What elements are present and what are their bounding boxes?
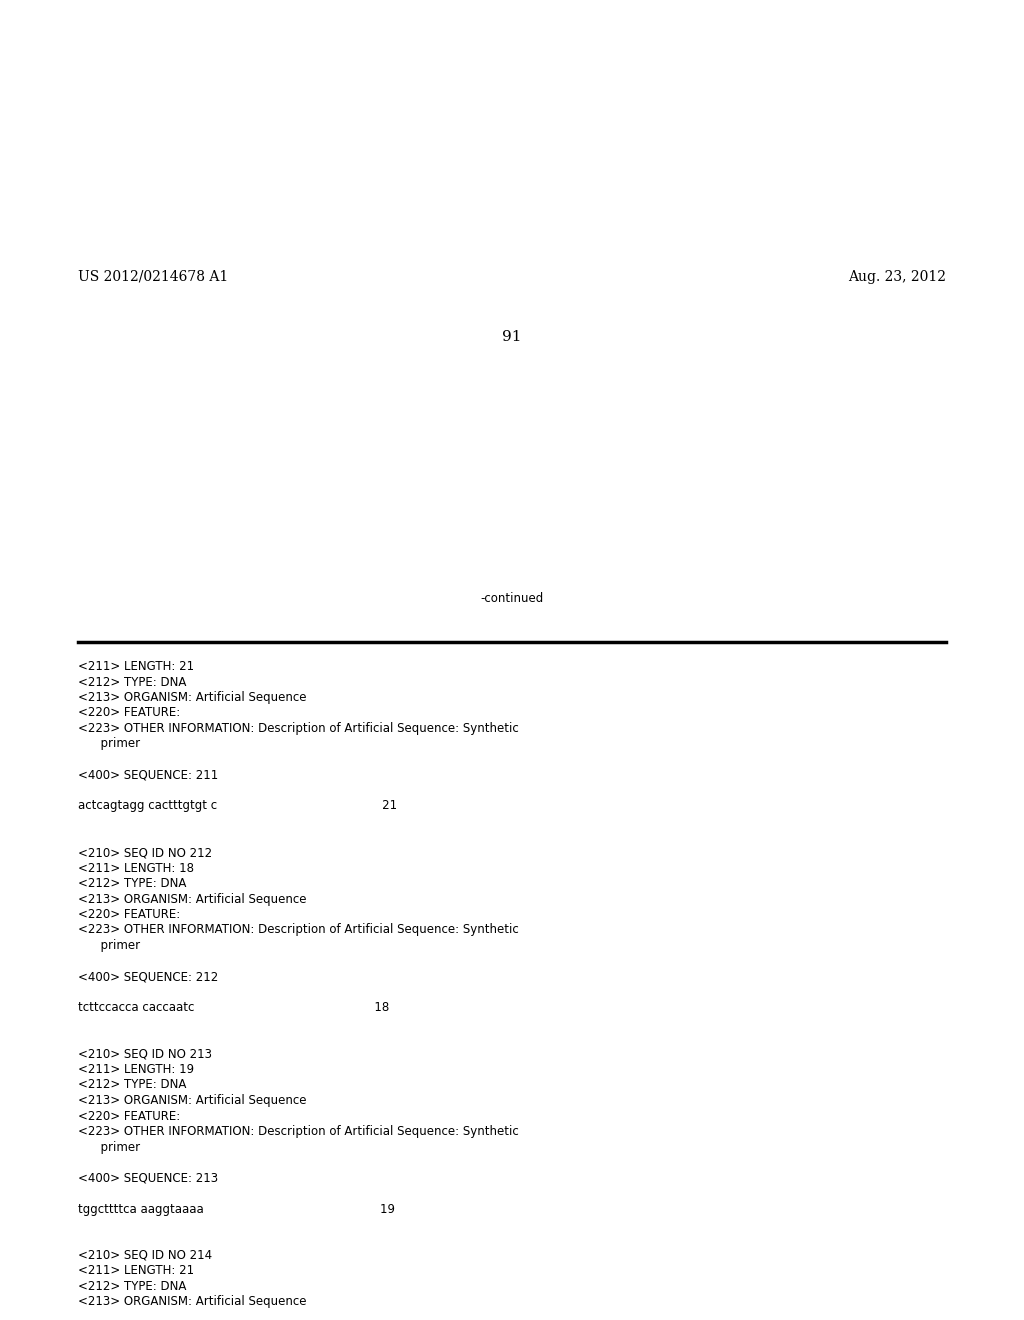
Text: <213> ORGANISM: Artificial Sequence: <213> ORGANISM: Artificial Sequence bbox=[78, 1295, 306, 1308]
Text: primer: primer bbox=[78, 939, 140, 952]
Text: <220> FEATURE:: <220> FEATURE: bbox=[78, 706, 180, 719]
Text: <223> OTHER INFORMATION: Description of Artificial Sequence: Synthetic: <223> OTHER INFORMATION: Description of … bbox=[78, 722, 519, 735]
Text: <212> TYPE: DNA: <212> TYPE: DNA bbox=[78, 1280, 186, 1294]
Text: <211> LENGTH: 18: <211> LENGTH: 18 bbox=[78, 862, 194, 874]
Text: <213> ORGANISM: Artificial Sequence: <213> ORGANISM: Artificial Sequence bbox=[78, 892, 306, 906]
Text: 91: 91 bbox=[502, 330, 522, 345]
Text: -continued: -continued bbox=[480, 591, 544, 605]
Text: actcagtagg cactttgtgt c                                            21: actcagtagg cactttgtgt c 21 bbox=[78, 800, 397, 813]
Text: <223> OTHER INFORMATION: Description of Artificial Sequence: Synthetic: <223> OTHER INFORMATION: Description of … bbox=[78, 924, 519, 936]
Text: <213> ORGANISM: Artificial Sequence: <213> ORGANISM: Artificial Sequence bbox=[78, 690, 306, 704]
Text: primer: primer bbox=[78, 1140, 140, 1154]
Text: <400> SEQUENCE: 211: <400> SEQUENCE: 211 bbox=[78, 768, 218, 781]
Text: <223> OTHER INFORMATION: Description of Artificial Sequence: Synthetic: <223> OTHER INFORMATION: Description of … bbox=[78, 1125, 519, 1138]
Text: <212> TYPE: DNA: <212> TYPE: DNA bbox=[78, 1078, 186, 1092]
Text: <212> TYPE: DNA: <212> TYPE: DNA bbox=[78, 676, 186, 689]
Text: <400> SEQUENCE: 212: <400> SEQUENCE: 212 bbox=[78, 970, 218, 983]
Text: <210> SEQ ID NO 213: <210> SEQ ID NO 213 bbox=[78, 1048, 212, 1060]
Text: <213> ORGANISM: Artificial Sequence: <213> ORGANISM: Artificial Sequence bbox=[78, 1094, 306, 1107]
Text: US 2012/0214678 A1: US 2012/0214678 A1 bbox=[78, 271, 228, 284]
Text: <400> SEQUENCE: 213: <400> SEQUENCE: 213 bbox=[78, 1172, 218, 1184]
Text: <210> SEQ ID NO 212: <210> SEQ ID NO 212 bbox=[78, 846, 212, 859]
Text: <220> FEATURE:: <220> FEATURE: bbox=[78, 908, 180, 921]
Text: Aug. 23, 2012: Aug. 23, 2012 bbox=[848, 271, 946, 284]
Text: <211> LENGTH: 21: <211> LENGTH: 21 bbox=[78, 660, 195, 673]
Text: <212> TYPE: DNA: <212> TYPE: DNA bbox=[78, 876, 186, 890]
Text: <210> SEQ ID NO 214: <210> SEQ ID NO 214 bbox=[78, 1249, 212, 1262]
Text: tggcttttca aaggtaaaa                                               19: tggcttttca aaggtaaaa 19 bbox=[78, 1203, 395, 1216]
Text: <211> LENGTH: 21: <211> LENGTH: 21 bbox=[78, 1265, 195, 1278]
Text: <211> LENGTH: 19: <211> LENGTH: 19 bbox=[78, 1063, 195, 1076]
Text: tcttccacca caccaatc                                                18: tcttccacca caccaatc 18 bbox=[78, 1001, 389, 1014]
Text: <220> FEATURE:: <220> FEATURE: bbox=[78, 1110, 180, 1122]
Text: primer: primer bbox=[78, 738, 140, 751]
